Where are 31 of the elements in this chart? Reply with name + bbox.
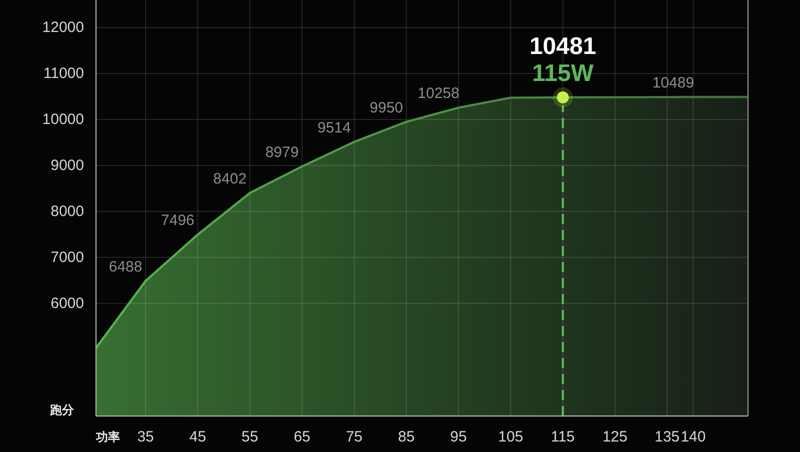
y-tick-label: 12000 [42, 19, 84, 36]
x-tick-label: 75 [346, 428, 363, 446]
x-tick-label: 95 [450, 428, 467, 446]
y-tick-label: 9000 [50, 156, 84, 174]
x-tick-label: 140 [680, 428, 706, 446]
x-axis-title: 功率 [96, 430, 120, 444]
y-tick-label: 11000 [43, 65, 84, 82]
data-label: 10489 [652, 74, 694, 92]
data-label: 10258 [418, 85, 460, 102]
y-tick-label: 10000 [42, 111, 84, 128]
x-tick-label: 105 [498, 428, 524, 446]
x-tick-label: 45 [189, 428, 206, 446]
data-label: 9950 [370, 99, 404, 116]
data-label: 9514 [318, 119, 351, 136]
data-label: 6488 [108, 258, 142, 276]
x-tick-label: 125 [602, 428, 628, 446]
x-tick-label: 65 [294, 428, 310, 446]
y-tick-label: 8000 [50, 202, 84, 220]
data-label: 10481 [529, 32, 596, 60]
y-tick-label: 6000 [50, 294, 84, 312]
x-tick-label: 55 [242, 428, 258, 446]
x-tick-label: 85 [398, 428, 415, 446]
ref-line-label: 115W [532, 60, 594, 87]
data-label: 8979 [265, 144, 299, 161]
x-tick-label: 135 [654, 428, 680, 446]
x-tick-label: 35 [137, 428, 154, 446]
y-axis-title: 跑分 [50, 403, 74, 417]
y-tick-label: 7000 [50, 248, 84, 266]
data-label: 8402 [213, 170, 247, 188]
data-label: 7496 [161, 212, 194, 230]
x-tick-label: 115 [550, 428, 575, 446]
